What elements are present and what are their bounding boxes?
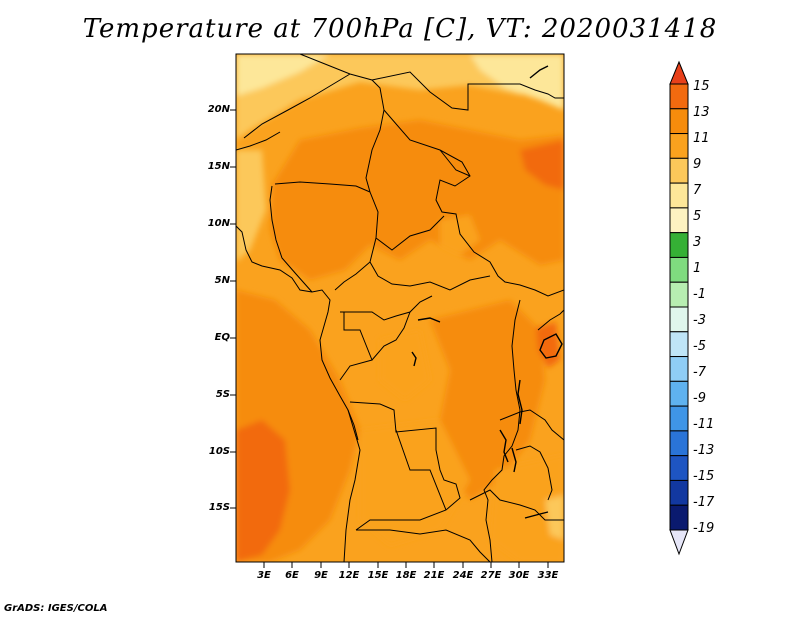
axis-ticks (230, 109, 549, 568)
colorbar-bottom-arrow (669, 529, 689, 556)
lon-label-3e: 3E (257, 570, 271, 581)
colorbar-label: -5 (693, 339, 706, 354)
colorbar-label: -17 (693, 495, 715, 510)
lon-label-12e: 12E (338, 570, 360, 581)
colorbar-cell (669, 83, 689, 110)
colorbar-label: -19 (693, 521, 715, 536)
colorbar-cell (669, 380, 689, 407)
colorbar-cell (669, 182, 689, 209)
lon-label-24e: 24E (452, 570, 474, 581)
lat-label-15n: 15N (207, 161, 230, 172)
colorbar-cell (669, 504, 689, 531)
colorbar-label: -1 (693, 287, 706, 302)
colorbar-cell (669, 455, 689, 481)
lat-label-10s: 10S (208, 446, 230, 457)
colorbar-cell (669, 281, 689, 308)
colorbar-label: 3 (693, 235, 702, 250)
colorbar-label: -3 (693, 313, 706, 328)
lon-label-18e: 18E (395, 570, 417, 581)
lakes (411, 65, 563, 519)
credit-text: GrADS: IGES/COLA (4, 603, 108, 614)
colorbar-cell (669, 356, 689, 382)
lon-label-30e: 30E (508, 570, 530, 581)
colorbar-cell (669, 157, 689, 184)
colorbar-cell (669, 232, 689, 258)
colorbar-label: 13 (693, 105, 710, 120)
colorbar-cell (669, 108, 689, 135)
colorbar-top-arrow (669, 60, 689, 85)
country-borders (236, 54, 564, 562)
colorbar-cell (669, 133, 689, 159)
colorbar-label: 9 (693, 157, 702, 172)
map-frame (235, 53, 565, 563)
lon-label-15e: 15E (367, 570, 389, 581)
lon-label-6e: 6E (285, 570, 299, 581)
lat-label-eq: EQ (214, 332, 230, 343)
colorbar-cell (669, 306, 689, 333)
colorbar-label: -7 (693, 365, 706, 380)
colorbar-label: 11 (693, 131, 710, 146)
lat-label-5n: 5N (214, 275, 230, 286)
lat-label-15s: 15S (208, 502, 230, 513)
colorbar-label: -11 (693, 417, 715, 432)
colorbar-label: -15 (693, 469, 715, 484)
lat-label-10n: 10N (207, 218, 230, 229)
temperature-field (236, 54, 564, 562)
lat-label-5s: 5S (215, 389, 230, 400)
colorbar-label: -9 (693, 391, 706, 406)
colorbar-cell (669, 430, 689, 457)
chart-title: Temperature at 700hPa [C], VT: 202003141… (82, 14, 718, 44)
lon-label-33e: 33E (537, 570, 559, 581)
colorbar-cells (669, 83, 689, 531)
lat-label-20n: 20N (207, 104, 230, 115)
colorbar-cell (669, 331, 689, 358)
colorbar-cell (669, 207, 689, 234)
lon-label-27e: 27E (480, 570, 502, 581)
colorbar-label: 5 (693, 209, 702, 224)
colorbar-cell (669, 256, 689, 283)
colorbar-cell (669, 479, 689, 506)
colorbar-label: 1 (693, 261, 702, 276)
colorbar-label: 15 (693, 79, 710, 94)
colorbar-cell (669, 405, 689, 432)
colorbar-label: 7 (693, 183, 702, 198)
lon-label-9e: 9E (314, 570, 328, 581)
colorbar (669, 60, 689, 556)
colorbar-label: -13 (693, 443, 715, 458)
lon-label-21e: 21E (423, 570, 445, 581)
